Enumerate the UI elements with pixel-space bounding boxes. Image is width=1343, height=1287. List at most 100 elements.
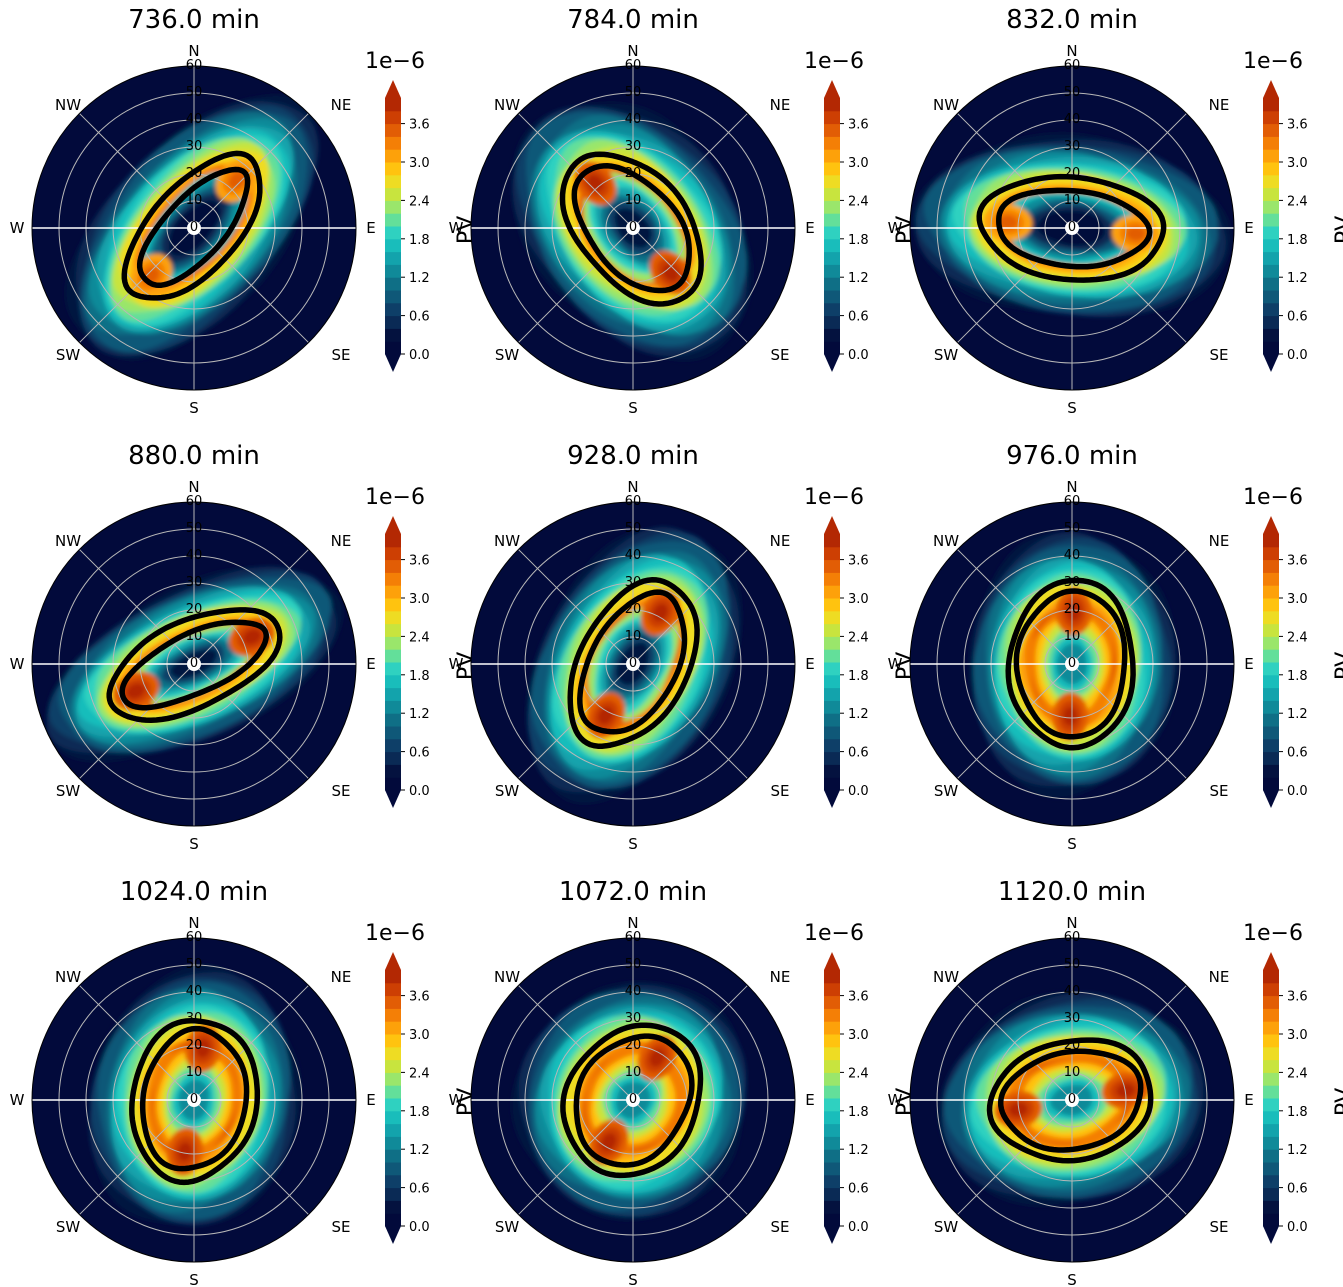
- pv-contour-line: [571, 163, 692, 294]
- colorbar-tick-label: 2.4: [409, 630, 430, 645]
- compass-label-e: E: [805, 219, 814, 237]
- colorbar-segment: [1263, 1200, 1279, 1214]
- radial-tick-label: 40: [186, 112, 203, 127]
- colorbar-segment: [1263, 610, 1279, 625]
- compass-label-sw: SW: [56, 1218, 81, 1236]
- colorbar-tick-label: 3.6: [409, 990, 430, 1005]
- colorbar-segment: [824, 534, 840, 548]
- radial-tick-label: 50: [1064, 521, 1081, 536]
- colorbar-tick-label: 3.0: [848, 592, 869, 607]
- colorbar-segment: [385, 213, 401, 227]
- radial-tick-label: 10: [625, 1065, 642, 1080]
- colorbar-segment: [385, 277, 401, 291]
- angular-gridline: [518, 227, 634, 343]
- colorbar-segment: [824, 123, 840, 137]
- compass-label-ne: NE: [1209, 968, 1230, 986]
- colorbar-segment: [824, 777, 840, 791]
- colorbar-tick-label: 1.2: [409, 707, 430, 722]
- colorbar-tick-label: 3.6: [409, 554, 430, 569]
- colorbar-offset-text: 1e−6: [365, 485, 425, 510]
- angular-gridline: [957, 985, 1073, 1101]
- compass-label-sw: SW: [56, 782, 81, 800]
- pv-contour-line: [567, 577, 700, 749]
- polar-panel-7: 1024.0 min 0 10 20 30 40 50 60N NE E SE S SW W NW 0.0 0.…: [10, 877, 479, 1287]
- colorbar-tick-label: 1.8: [1287, 233, 1308, 248]
- colorbar-tick-label: 0.0: [409, 784, 430, 799]
- radial-tick-label: 50: [186, 521, 203, 536]
- colorbar-segment: [1263, 264, 1279, 278]
- colorbar-segment: [385, 738, 401, 753]
- colorbar: 0.00.61.21.82.43.03.61e−6PV: [365, 485, 479, 808]
- colorbar-tick-label: 0.6: [1287, 746, 1308, 761]
- colorbar-tick-label: 3.6: [848, 118, 869, 133]
- pv-maximum: [195, 1038, 211, 1058]
- radial-tick-label: 60: [186, 58, 203, 73]
- colorbar-segment: [824, 328, 840, 342]
- colorbar-offset-text: 1e−6: [1243, 921, 1303, 946]
- colorbar-tick-label: 0.0: [848, 784, 869, 799]
- colorbar-extend-min: [1263, 354, 1279, 372]
- colorbar-segment: [1263, 1162, 1279, 1176]
- pv-contour-line: [1005, 577, 1136, 751]
- radial-tick-label: 0: [1068, 220, 1076, 235]
- colorbar-segment: [824, 149, 840, 163]
- pv-maximum: [126, 683, 145, 699]
- colorbar-segment: [385, 1187, 401, 1201]
- colorbar-extend-max: [824, 516, 840, 534]
- colorbar-segment: [385, 970, 401, 984]
- colorbar-segment: [385, 1034, 401, 1048]
- radial-tick-label: 10: [186, 629, 203, 644]
- compass-label-s: S: [189, 835, 199, 853]
- colorbar-segment: [385, 713, 401, 727]
- colorbar-tick-label: 1.8: [848, 669, 869, 684]
- colorbar-segment: [1263, 1072, 1279, 1086]
- colorbar-segment: [1263, 700, 1279, 714]
- compass-label-se: SE: [1210, 1218, 1229, 1236]
- colorbar-segment: [1263, 1149, 1279, 1163]
- radial-tick-label: 60: [1064, 58, 1081, 73]
- colorbar-segment: [385, 687, 401, 701]
- colorbar-segment: [1263, 123, 1279, 137]
- compass-label-w: W: [10, 1091, 25, 1109]
- colorbar-tick-label: 3.0: [409, 592, 430, 607]
- colorbar-segment: [824, 251, 840, 265]
- compass-label-w: W: [888, 219, 903, 237]
- colorbar-segment: [1263, 302, 1279, 317]
- compass-label-s: S: [1067, 835, 1077, 853]
- colorbar-segment: [385, 534, 401, 548]
- colorbar-segment: [824, 1059, 840, 1073]
- compass-label-se: SE: [1210, 346, 1229, 364]
- colorbar-offset-text: 1e−6: [1243, 49, 1303, 74]
- colorbar-segment: [385, 1021, 401, 1035]
- pv-contour-line: [121, 150, 263, 301]
- colorbar-tick-label: 0.0: [1287, 348, 1308, 363]
- colorbar-tick-label: 1.8: [409, 1105, 430, 1120]
- pv-contour-line: [106, 607, 283, 723]
- radial-tick-label: 30: [186, 139, 203, 154]
- colorbar-segment: [1263, 1021, 1279, 1035]
- radial-tick-label: 10: [186, 1065, 203, 1080]
- colorbar-tick-label: 2.4: [848, 1066, 869, 1081]
- colorbar-segment: [824, 636, 840, 650]
- compass-label-w: W: [449, 1091, 464, 1109]
- angular-gridline: [632, 227, 748, 343]
- compass-label-n: N: [627, 478, 638, 496]
- pv-maximum: [1066, 602, 1081, 621]
- radial-tick-label: 20: [625, 1038, 642, 1053]
- compass-label-s: S: [628, 1271, 638, 1287]
- angular-gridline: [1071, 985, 1187, 1101]
- colorbar-segment: [1263, 110, 1279, 125]
- compass-label-n: N: [1066, 914, 1077, 932]
- colorbar-segment: [1263, 764, 1279, 778]
- colorbar-segment: [1263, 1034, 1279, 1048]
- colorbar-tick-label: 0.6: [848, 1182, 869, 1197]
- compass-label-w: W: [10, 219, 25, 237]
- compass-label-ne: NE: [331, 968, 352, 986]
- polar-frame: [909, 65, 1235, 391]
- angular-gridline: [193, 227, 309, 343]
- colorbar-tick-label: 2.4: [848, 194, 869, 209]
- pv-contour-line: [996, 187, 1153, 270]
- colorbar-segment: [1263, 200, 1279, 214]
- colorbar-segment: [824, 315, 840, 329]
- colorbar-segment: [1263, 623, 1279, 637]
